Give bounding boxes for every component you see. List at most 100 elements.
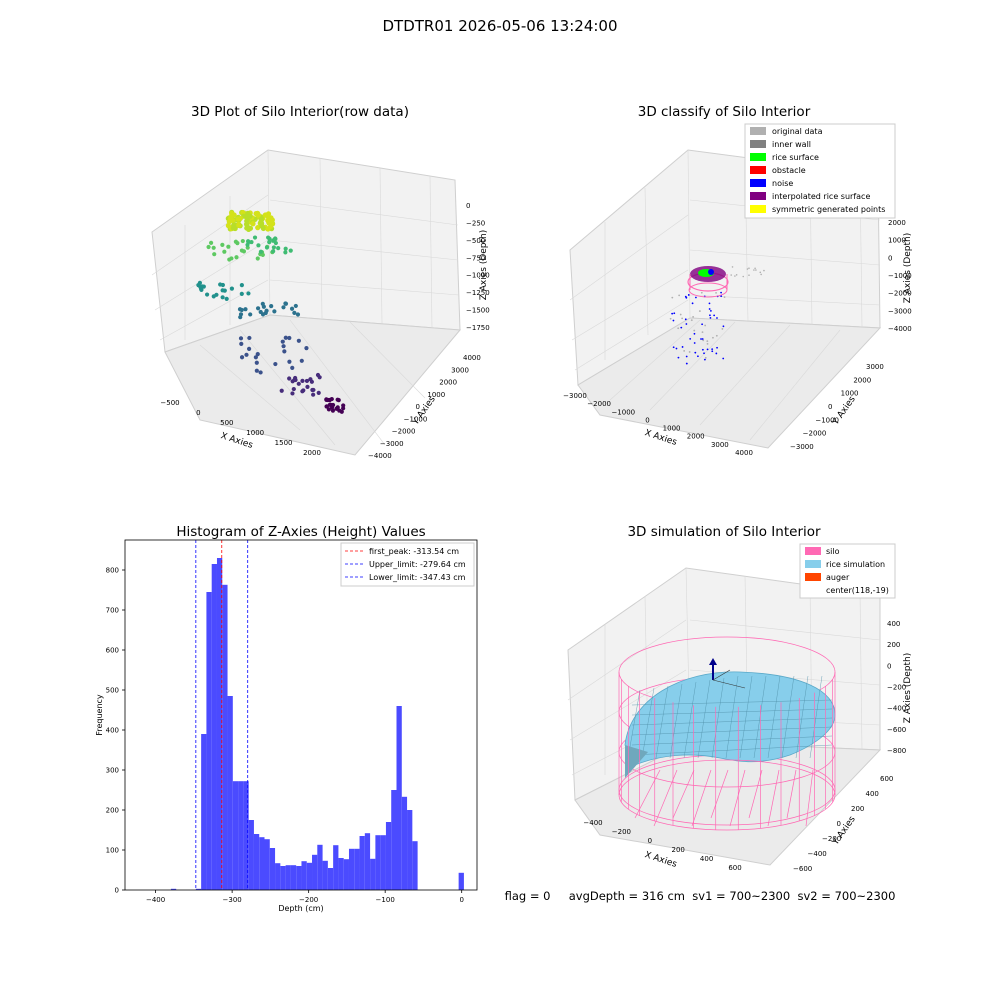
z-tick-label: 0 <box>887 662 891 670</box>
data-point <box>672 346 675 349</box>
data-point <box>292 310 297 315</box>
data-point <box>698 310 701 312</box>
data-point <box>675 347 678 350</box>
y-tick-label: −400 <box>808 850 827 858</box>
histogram-bar <box>280 866 286 890</box>
histogram-legend: first_peak: -313.54 cm Upper_limit: -279.… <box>340 542 475 587</box>
gridline <box>267 149 271 316</box>
gridline <box>574 299 689 371</box>
classify-plot-x-ticks: −3000−2000−1000 0 1000 2000 3000 4000 <box>563 392 753 457</box>
auger-arm <box>712 669 731 681</box>
histogram-bar <box>322 860 328 890</box>
noise-cluster <box>708 269 714 275</box>
histogram-bar <box>375 835 381 890</box>
raw-data-3d-plot: 3D Plot of Silo Interior(row data) −5000… <box>151 104 490 460</box>
data-point <box>237 215 244 221</box>
histogram-bar <box>312 854 318 890</box>
y-tick-label: 3000 <box>866 363 884 371</box>
silo-wire <box>691 769 712 827</box>
legend-label: symmetric generated points <box>772 205 885 214</box>
classify-legend: original data inner wall rice surface obsta… <box>744 123 896 219</box>
legend-swatch <box>805 547 821 555</box>
legend-swatch <box>750 192 766 200</box>
raw-plot-z-ticks: 0 −250 −500 −750 −1000 −1250 −1500 −1750 <box>466 202 490 332</box>
data-point <box>239 291 244 296</box>
x-tick-label: −100 <box>376 896 395 904</box>
data-point <box>255 225 261 231</box>
legend-label: center(118,-19) <box>826 586 889 595</box>
data-point <box>266 235 271 240</box>
histogram-bar <box>264 839 270 890</box>
histogram-bar <box>407 810 413 890</box>
data-point <box>715 334 718 337</box>
histogram-bar <box>343 859 349 890</box>
data-point <box>290 391 295 396</box>
data-point <box>300 389 305 394</box>
histogram-bar <box>338 858 344 890</box>
data-point <box>683 350 686 352</box>
histogram-axes-frame <box>124 539 478 891</box>
data-point <box>287 359 292 364</box>
data-point <box>258 309 263 315</box>
z-tick-label: −4000 <box>888 325 912 333</box>
data-point <box>283 246 288 251</box>
data-point <box>235 241 240 246</box>
classify-plot-z-ticks: 2000 1000 0 −1000 −2000 −3000 −4000 <box>888 219 912 333</box>
x-tick-label: −400 <box>146 896 165 904</box>
data-point <box>763 269 765 272</box>
y-tick-label: −2000 <box>392 428 416 436</box>
simulation-3d-plot: 3D simulation of Silo Interior silo rice … <box>567 524 913 873</box>
data-point <box>723 296 726 299</box>
data-point <box>316 390 321 395</box>
histogram-bar <box>243 781 249 890</box>
data-point <box>706 340 709 343</box>
data-point <box>252 235 258 240</box>
histogram-bars <box>170 558 464 890</box>
data-point <box>255 212 262 218</box>
data-point <box>226 244 231 249</box>
data-point <box>265 211 272 217</box>
z-tick-label: −1000 <box>888 272 912 280</box>
data-point <box>225 223 231 229</box>
raw-plot-z-label: Z Axies (Depth) <box>479 230 489 301</box>
y-tick-label: 600 <box>106 647 119 655</box>
data-point <box>677 356 680 359</box>
data-point <box>239 355 245 360</box>
data-point <box>671 296 674 299</box>
histogram-bar <box>238 781 244 890</box>
gridline <box>269 199 459 226</box>
data-point <box>291 386 296 392</box>
z-tick-label: −750 <box>466 254 485 262</box>
data-point <box>238 336 244 341</box>
data-point <box>279 388 284 393</box>
data-point <box>256 243 261 248</box>
histogram-bar <box>380 835 386 890</box>
data-point <box>304 346 309 351</box>
z-tick-label: −2000 <box>888 290 912 298</box>
data-point <box>300 378 305 384</box>
z-tick-label: 200 <box>887 641 900 649</box>
data-point <box>296 338 301 343</box>
data-point <box>734 275 736 277</box>
data-point <box>239 307 244 313</box>
mesh-line <box>739 675 753 759</box>
x-tick-label: 0 <box>648 837 652 845</box>
data-point <box>229 213 235 219</box>
y-tick-label: 100 <box>106 847 119 855</box>
silo-wall-bottom <box>688 282 728 298</box>
z-tick-label: −800 <box>887 747 906 755</box>
data-point <box>317 375 322 380</box>
y-tick-label: −600 <box>793 865 812 873</box>
legend-swatch <box>805 573 821 581</box>
histogram-bar <box>458 872 464 890</box>
x-tick-label: 1500 <box>275 439 293 447</box>
silo-wire <box>710 769 729 819</box>
x-tick-label: −200 <box>299 896 318 904</box>
data-point <box>742 275 745 278</box>
data-point <box>701 331 704 334</box>
data-point <box>721 328 724 330</box>
z-tick-label: −600 <box>887 726 906 734</box>
silo-wire <box>767 769 780 827</box>
data-point <box>246 291 251 296</box>
data-point <box>704 356 707 359</box>
